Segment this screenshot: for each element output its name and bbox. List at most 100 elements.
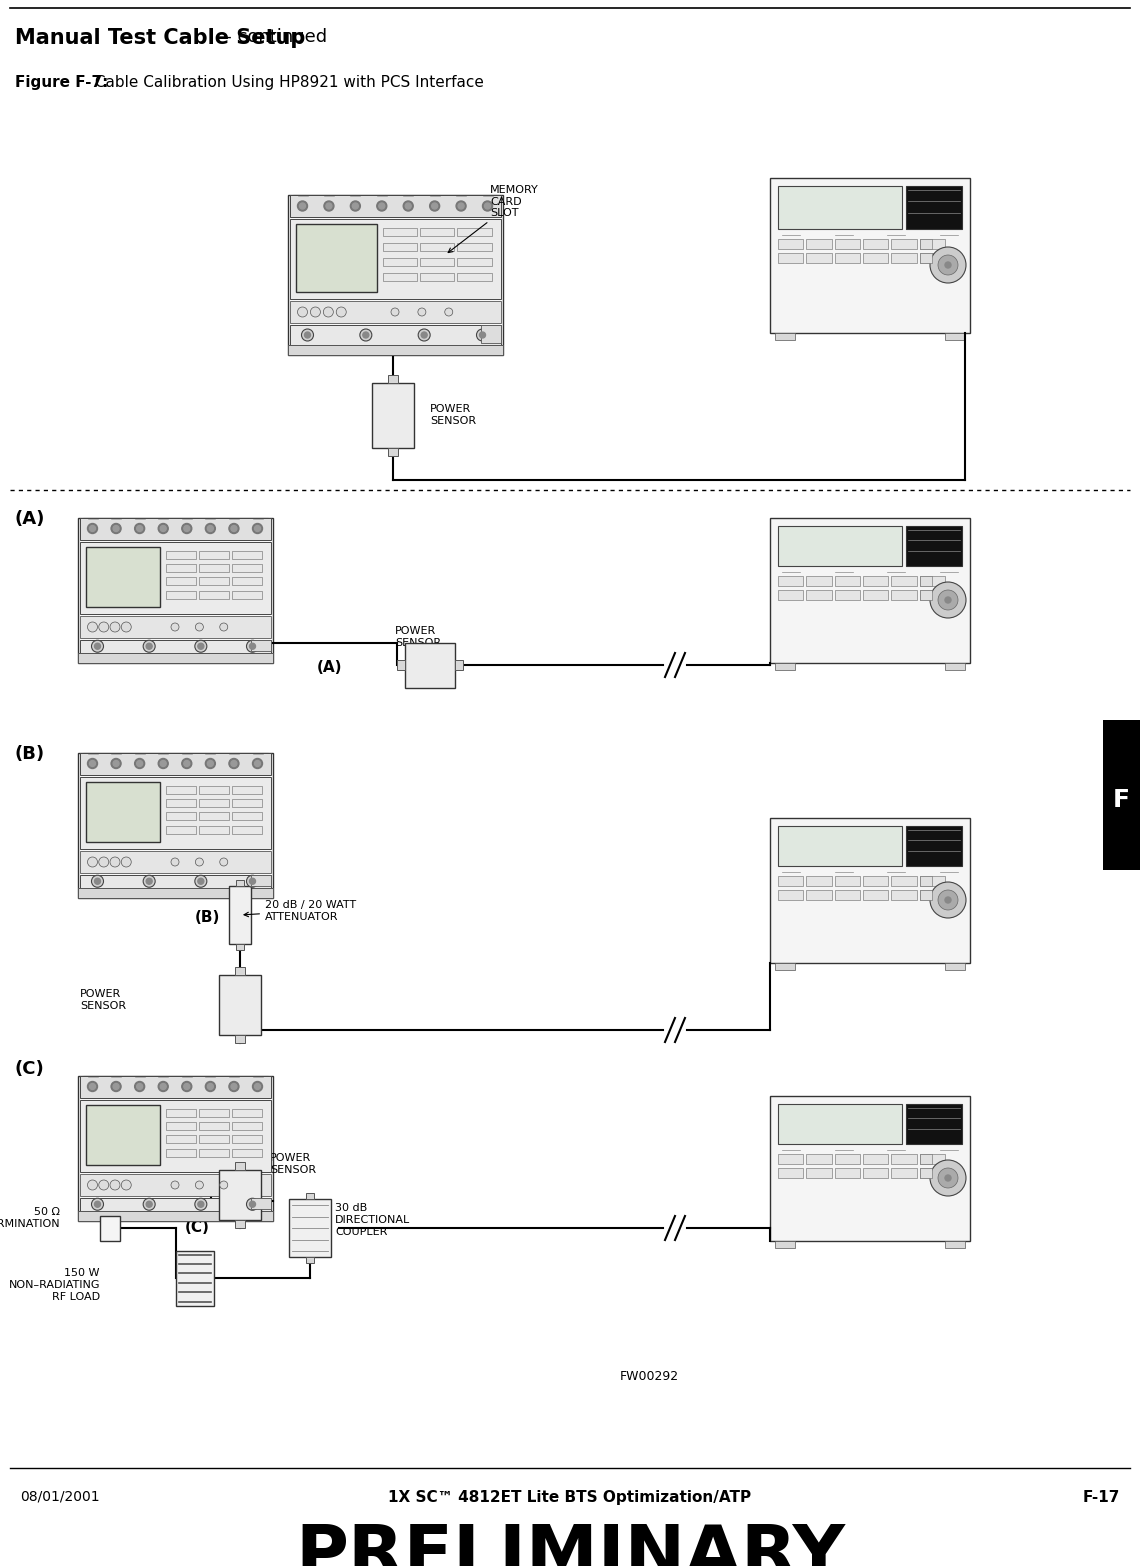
Bar [198, 551, 228, 559]
Bar [198, 1149, 228, 1157]
Circle shape [161, 1084, 166, 1090]
Text: 50 Ω
TERMINATION: 50 Ω TERMINATION [0, 1207, 60, 1229]
Circle shape [91, 640, 104, 653]
Bar [834, 590, 860, 600]
Bar [306, 1257, 314, 1264]
Bar [777, 1154, 804, 1164]
Bar [421, 258, 455, 266]
Circle shape [137, 1084, 142, 1090]
Text: (B): (B) [15, 745, 46, 763]
Bar [165, 1135, 196, 1143]
Circle shape [99, 1181, 108, 1190]
Circle shape [254, 1084, 261, 1090]
Circle shape [109, 1181, 120, 1190]
Circle shape [113, 761, 119, 766]
Circle shape [207, 526, 213, 531]
Circle shape [350, 200, 360, 211]
Bar [100, 1215, 120, 1240]
Circle shape [207, 1084, 213, 1090]
Bar [906, 825, 962, 866]
Bar [920, 240, 933, 249]
Bar [80, 753, 270, 775]
Circle shape [391, 309, 399, 316]
Bar [80, 615, 270, 637]
Circle shape [252, 523, 262, 534]
Circle shape [181, 1082, 192, 1092]
Circle shape [938, 255, 958, 276]
Bar [806, 889, 832, 900]
Circle shape [352, 204, 358, 208]
Bar [834, 252, 860, 263]
Bar [231, 786, 261, 794]
Bar [219, 1170, 261, 1220]
Circle shape [324, 200, 334, 211]
Circle shape [930, 1160, 966, 1196]
Bar [290, 301, 500, 323]
Bar [777, 1104, 902, 1145]
Bar [290, 326, 500, 345]
Bar [775, 1240, 795, 1248]
Bar [920, 1168, 945, 1178]
Bar [80, 875, 270, 888]
Bar [863, 240, 888, 249]
Bar [86, 1104, 160, 1165]
Bar [229, 886, 251, 944]
Text: POWER
SENSOR: POWER SENSOR [80, 990, 127, 1010]
Bar [198, 1121, 228, 1131]
Circle shape [99, 622, 108, 633]
Bar [165, 551, 196, 559]
Bar [290, 219, 500, 299]
Text: – continued: – continued [218, 28, 327, 45]
Circle shape [418, 309, 426, 316]
Circle shape [88, 523, 98, 534]
Text: 20 dB / 20 WATT
ATTENUATOR: 20 dB / 20 WATT ATTENUATOR [244, 900, 356, 922]
Bar [920, 252, 933, 263]
Bar [891, 590, 917, 600]
Circle shape [198, 1201, 204, 1207]
Bar [388, 374, 398, 382]
Circle shape [220, 858, 228, 866]
Bar [82, 753, 268, 761]
Text: POWER
SENSOR: POWER SENSOR [394, 626, 441, 648]
Circle shape [298, 307, 308, 316]
Circle shape [254, 526, 261, 531]
Circle shape [246, 1198, 259, 1211]
Bar [198, 799, 228, 806]
Text: FW00292: FW00292 [620, 1370, 679, 1383]
Circle shape [945, 897, 951, 904]
Bar [945, 963, 964, 969]
Bar [80, 1099, 270, 1171]
Circle shape [195, 623, 203, 631]
Bar [306, 1193, 314, 1200]
Circle shape [246, 640, 259, 653]
Circle shape [430, 200, 440, 211]
Circle shape [231, 1084, 237, 1090]
Circle shape [198, 644, 204, 650]
Bar [78, 1211, 272, 1220]
Bar [198, 786, 228, 794]
Bar [78, 888, 272, 897]
Circle shape [184, 761, 189, 766]
Bar [920, 1154, 933, 1164]
Circle shape [207, 761, 213, 766]
Bar [806, 252, 832, 263]
Bar [231, 1109, 261, 1117]
Bar [80, 777, 270, 849]
Circle shape [135, 758, 145, 769]
Circle shape [404, 200, 413, 211]
Text: MEMORY
CARD
SLOT: MEMORY CARD SLOT [448, 185, 539, 252]
Circle shape [137, 761, 142, 766]
Circle shape [184, 1084, 189, 1090]
Circle shape [135, 523, 145, 534]
Circle shape [298, 200, 308, 211]
Bar [806, 1168, 832, 1178]
Bar [777, 240, 804, 249]
Text: 30 dB
DIRECTIONAL
COUPLER: 30 dB DIRECTIONAL COUPLER [335, 1203, 410, 1237]
Circle shape [146, 644, 152, 650]
Bar [165, 799, 196, 806]
Circle shape [482, 200, 492, 211]
Circle shape [121, 622, 131, 633]
Bar [198, 825, 228, 833]
Circle shape [405, 204, 412, 208]
Circle shape [378, 204, 385, 208]
